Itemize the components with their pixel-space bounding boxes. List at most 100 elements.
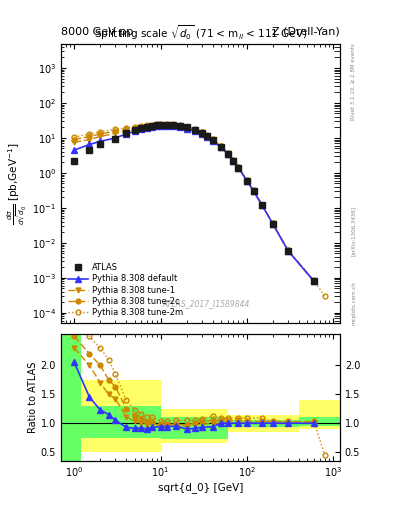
ATLAS [113,136,118,142]
ATLAS [150,123,154,129]
Pythia 8.308 tune-2m [236,164,241,170]
ATLAS [72,158,77,164]
Pythia 8.308 tune-2c [178,123,183,130]
Pythia 8.308 tune-2m [193,126,197,132]
Pythia 8.308 default [87,141,92,147]
ATLAS [87,147,92,153]
Pythia 8.308 default [98,138,103,144]
Pythia 8.308 tune-2m [270,220,275,226]
Pythia 8.308 tune-2m [205,132,210,138]
Text: [arXiv:1306.3436]: [arXiv:1306.3436] [351,206,356,256]
Pythia 8.308 tune-1 [231,158,236,164]
Pythia 8.308 tune-2m [158,121,163,127]
Text: mcplots.cern.ch: mcplots.cern.ch [351,282,356,325]
ATLAS [270,221,275,227]
Pythia 8.308 tune-2m [165,121,170,127]
Pythia 8.308 default [236,165,241,171]
Line: Pythia 8.308 default: Pythia 8.308 default [72,123,317,284]
Pythia 8.308 tune-2c [312,278,316,284]
Pythia 8.308 tune-2c [199,129,204,135]
Pythia 8.308 default [205,134,210,140]
Pythia 8.308 tune-1 [210,137,215,143]
Pythia 8.308 tune-1 [312,278,316,284]
Pythia 8.308 default [286,248,290,254]
Pythia 8.308 default [124,131,129,137]
Pythia 8.308 default [312,278,316,284]
ATLAS [145,123,150,130]
Pythia 8.308 tune-1 [178,123,183,130]
Pythia 8.308 tune-2c [205,133,210,139]
Pythia 8.308 tune-2c [158,122,163,128]
Pythia 8.308 tune-2m [87,131,92,137]
Pythia 8.308 tune-1 [184,125,189,131]
Pythia 8.308 tune-2c [113,128,118,134]
Pythia 8.308 tune-2m [184,123,189,130]
ATLAS [210,137,215,143]
Pythia 8.308 tune-1 [236,165,241,171]
ATLAS [219,144,223,150]
Pythia 8.308 default [251,188,256,194]
Pythia 8.308 tune-1 [260,202,264,208]
Pythia 8.308 tune-2c [236,164,241,170]
Pythia 8.308 tune-1 [145,124,150,130]
Pythia 8.308 tune-2m [98,129,103,135]
Pythia 8.308 default [199,131,204,137]
Pythia 8.308 tune-1 [150,123,154,129]
Pythia 8.308 tune-2c [154,122,159,129]
Pythia 8.308 tune-1 [139,125,144,131]
Pythia 8.308 default [178,124,183,131]
Pythia 8.308 default [139,126,144,133]
Pythia 8.308 tune-1 [158,122,163,129]
Pythia 8.308 tune-1 [124,128,129,134]
Pythia 8.308 tune-1 [244,178,249,184]
Pythia 8.308 tune-2c [251,188,256,194]
Pythia 8.308 tune-1 [132,126,137,133]
ATLAS [178,123,183,129]
Pythia 8.308 tune-2m [244,177,249,183]
Text: Rivet 3.1.10, ≥ 2.8M events: Rivet 3.1.10, ≥ 2.8M events [351,44,356,120]
Pythia 8.308 tune-2c [225,150,230,156]
Pythia 8.308 tune-2m [231,157,236,163]
Pythia 8.308 tune-2m [150,121,154,127]
Pythia 8.308 tune-2m [132,123,137,130]
ATLAS [199,130,204,136]
Line: Pythia 8.308 tune-2m: Pythia 8.308 tune-2m [72,121,327,298]
Line: ATLAS: ATLAS [71,121,317,284]
Pythia 8.308 tune-2c [124,126,129,133]
Pythia 8.308 default [132,128,137,134]
Pythia 8.308 tune-2c [132,125,137,131]
Pythia 8.308 tune-1 [286,248,290,254]
Pythia 8.308 tune-2c [210,137,215,143]
Pythia 8.308 tune-2m [72,134,77,140]
Pythia 8.308 tune-1 [251,188,256,194]
Pythia 8.308 tune-2m [312,278,316,284]
Pythia 8.308 default [270,221,275,227]
Pythia 8.308 default [150,124,154,130]
ATLAS [286,248,290,254]
ATLAS [244,178,249,184]
ATLAS [193,127,197,133]
Pythia 8.308 tune-2c [219,143,223,150]
Pythia 8.308 default [145,125,150,131]
Pythia 8.308 default [158,122,163,129]
Pythia 8.308 tune-2m [154,121,159,127]
Pythia 8.308 default [171,123,176,130]
Pythia 8.308 tune-1 [193,127,197,134]
ATLAS [98,141,103,147]
Pythia 8.308 tune-2c [231,157,236,163]
Pythia 8.308 default [219,144,223,150]
ATLAS [251,188,256,194]
Pythia 8.308 tune-2c [193,127,197,133]
Pythia 8.308 tune-1 [113,131,118,137]
Pythia 8.308 tune-1 [87,137,92,143]
Pythia 8.308 tune-1 [225,151,230,157]
Pythia 8.308 tune-2c [165,122,170,128]
Pythia 8.308 tune-2m [225,150,230,156]
Pythia 8.308 tune-2c [145,123,150,130]
ATLAS [171,122,176,129]
Pythia 8.308 tune-2c [260,202,264,208]
Legend: ATLAS, Pythia 8.308 default, Pythia 8.308 tune-1, Pythia 8.308 tune-2c, Pythia 8: ATLAS, Pythia 8.308 default, Pythia 8.30… [65,261,185,319]
Y-axis label: Ratio to ATLAS: Ratio to ATLAS [28,361,38,433]
ATLAS [158,121,163,127]
Pythia 8.308 tune-2m [139,123,144,129]
